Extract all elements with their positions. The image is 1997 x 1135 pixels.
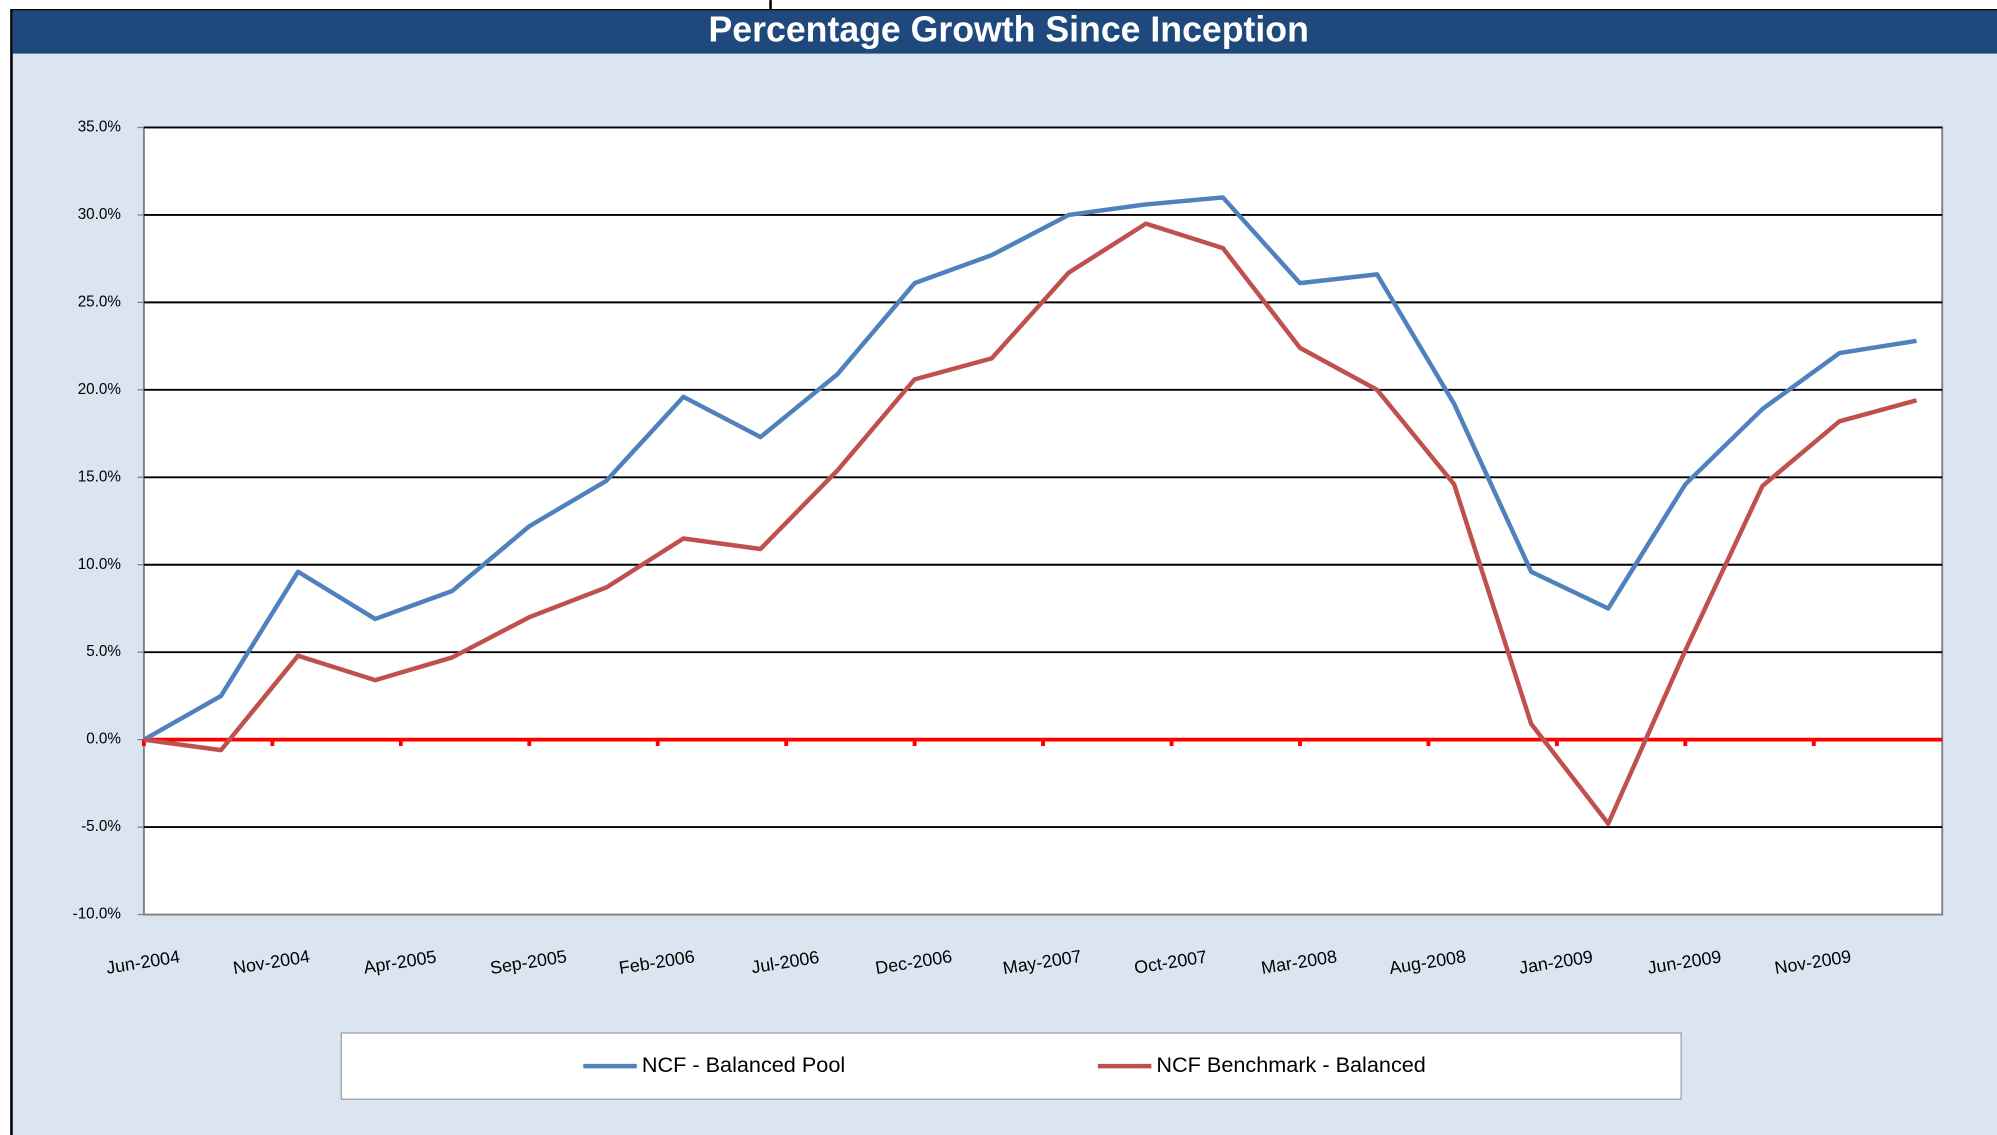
- title-bar: [12, 10, 1997, 54]
- y-tick-label: 35.0%: [78, 119, 122, 136]
- chart-title: Percentage Growth Since Inception: [709, 9, 1309, 49]
- y-tick-label: 0.0%: [86, 731, 121, 748]
- legend-label: NCF Benchmark - Balanced: [1156, 1052, 1425, 1077]
- y-tick-label: -10.0%: [73, 906, 122, 923]
- y-tick-label: 10.0%: [78, 556, 122, 573]
- series-line: [143, 221, 1918, 826]
- plot-area: [142, 126, 1944, 916]
- y-tick-label: 5.0%: [86, 643, 121, 660]
- legend-box: [340, 1032, 1682, 1100]
- legend-label: NCF - Balanced Pool: [642, 1052, 845, 1077]
- y-tick-label: 30.0%: [78, 206, 122, 223]
- y-tick-label: 15.0%: [78, 468, 122, 485]
- series-line: [142, 195, 1917, 742]
- y-tick-label: -5.0%: [81, 818, 121, 835]
- y-tick-label: 20.0%: [78, 381, 122, 398]
- y-tick-label: 25.0%: [78, 293, 122, 310]
